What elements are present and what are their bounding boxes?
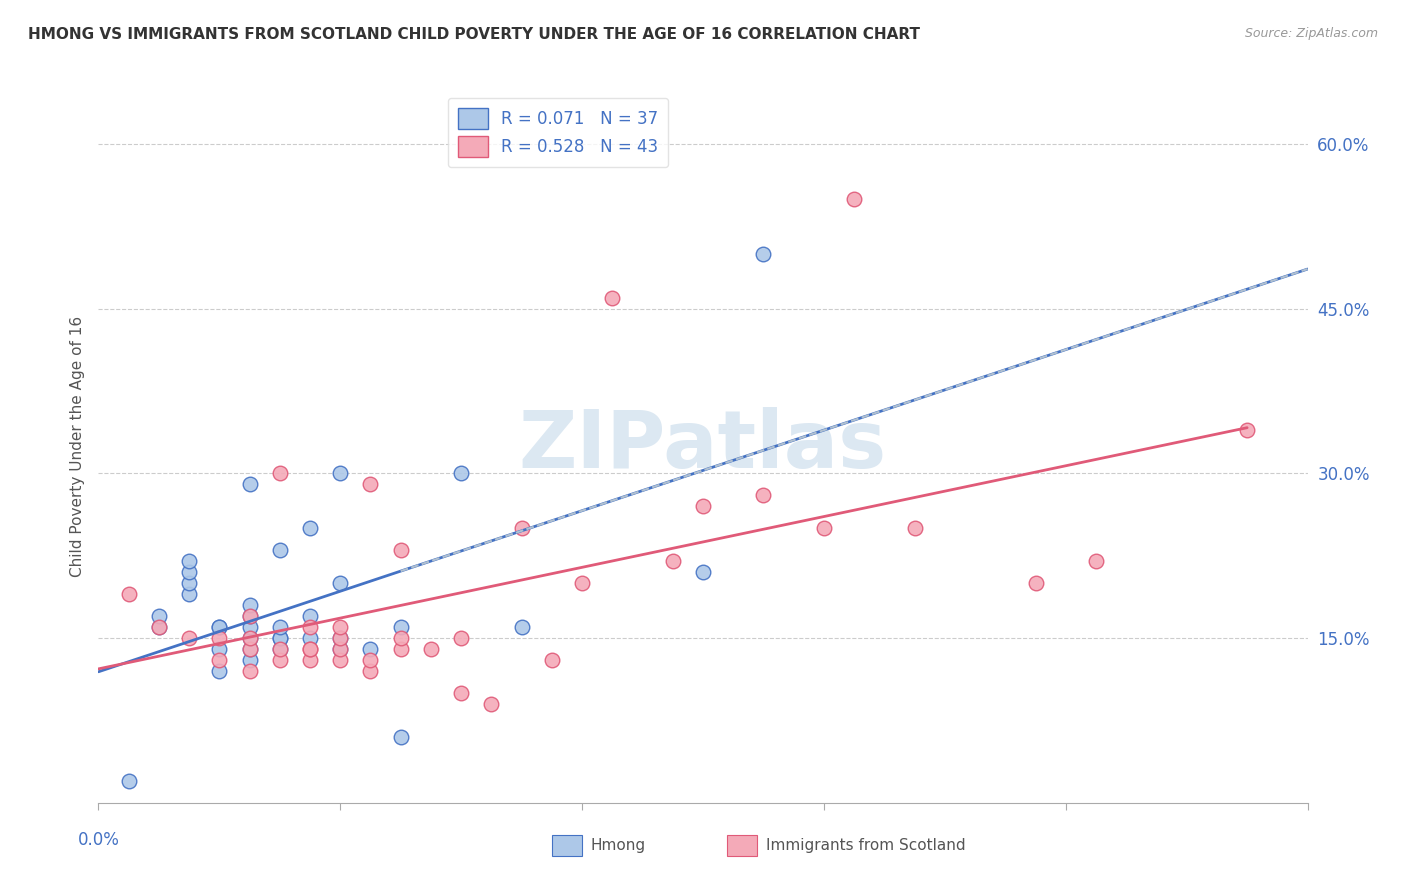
- Point: [692, 500, 714, 514]
- Point: [299, 653, 322, 667]
- Text: Immigrants from Scotland: Immigrants from Scotland: [766, 838, 966, 853]
- Point: [813, 521, 835, 535]
- Point: [299, 642, 322, 657]
- Point: [329, 642, 352, 657]
- Point: [239, 653, 262, 667]
- FancyBboxPatch shape: [727, 835, 758, 856]
- Point: [208, 620, 231, 634]
- Point: [389, 631, 412, 645]
- Point: [359, 653, 381, 667]
- Point: [571, 576, 593, 591]
- Point: [239, 620, 262, 634]
- Point: [450, 467, 472, 481]
- Point: [692, 566, 714, 580]
- Point: [148, 620, 170, 634]
- Y-axis label: Child Poverty Under the Age of 16: Child Poverty Under the Age of 16: [69, 316, 84, 576]
- Point: [118, 773, 141, 788]
- Point: [239, 642, 262, 657]
- Point: [450, 631, 472, 645]
- Point: [148, 620, 170, 634]
- Text: Hmong: Hmong: [591, 838, 645, 853]
- Point: [118, 587, 141, 601]
- Point: [359, 477, 381, 491]
- Point: [208, 653, 231, 667]
- Point: [269, 620, 291, 634]
- Point: [389, 543, 412, 558]
- Point: [329, 642, 352, 657]
- Point: [329, 653, 352, 667]
- Point: [269, 543, 291, 558]
- Point: [389, 620, 412, 634]
- Point: [208, 631, 231, 645]
- Point: [389, 730, 412, 744]
- Point: [239, 642, 262, 657]
- Text: 0.0%: 0.0%: [77, 831, 120, 849]
- Point: [269, 653, 291, 667]
- Point: [1085, 554, 1108, 568]
- Point: [329, 631, 352, 645]
- Point: [903, 521, 925, 535]
- Point: [208, 664, 231, 678]
- Point: [299, 642, 322, 657]
- Point: [179, 566, 201, 580]
- Point: [239, 477, 262, 491]
- Point: [540, 653, 562, 667]
- Point: [179, 576, 201, 591]
- Point: [389, 642, 412, 657]
- Point: [450, 686, 472, 700]
- Point: [329, 631, 352, 645]
- Point: [510, 620, 533, 634]
- Point: [329, 467, 352, 481]
- Point: [239, 609, 262, 624]
- Point: [752, 488, 775, 502]
- Point: [239, 598, 262, 612]
- Point: [269, 631, 291, 645]
- Point: [329, 576, 352, 591]
- Point: [359, 664, 381, 678]
- FancyBboxPatch shape: [551, 835, 582, 856]
- Point: [179, 554, 201, 568]
- Point: [148, 609, 170, 624]
- Point: [239, 631, 262, 645]
- Point: [752, 247, 775, 261]
- Point: [299, 609, 322, 624]
- Point: [844, 192, 866, 206]
- Point: [269, 631, 291, 645]
- Point: [269, 467, 291, 481]
- Point: [329, 620, 352, 634]
- Text: HMONG VS IMMIGRANTS FROM SCOTLAND CHILD POVERTY UNDER THE AGE OF 16 CORRELATION : HMONG VS IMMIGRANTS FROM SCOTLAND CHILD …: [28, 27, 920, 42]
- Point: [179, 631, 201, 645]
- Point: [299, 521, 322, 535]
- Text: Source: ZipAtlas.com: Source: ZipAtlas.com: [1244, 27, 1378, 40]
- Point: [419, 642, 441, 657]
- Point: [208, 642, 231, 657]
- Point: [510, 521, 533, 535]
- Point: [269, 642, 291, 657]
- Point: [179, 587, 201, 601]
- Point: [299, 620, 322, 634]
- Point: [239, 664, 262, 678]
- Point: [1024, 576, 1046, 591]
- Point: [208, 620, 231, 634]
- Point: [269, 642, 291, 657]
- Text: ZIPatlas: ZIPatlas: [519, 407, 887, 485]
- Point: [1236, 423, 1258, 437]
- Point: [359, 642, 381, 657]
- Point: [299, 631, 322, 645]
- Point: [602, 291, 624, 305]
- Point: [479, 697, 503, 711]
- Legend: R = 0.071   N = 37, R = 0.528   N = 43: R = 0.071 N = 37, R = 0.528 N = 43: [447, 97, 668, 167]
- Point: [661, 554, 683, 568]
- Point: [239, 631, 262, 645]
- Point: [239, 609, 262, 624]
